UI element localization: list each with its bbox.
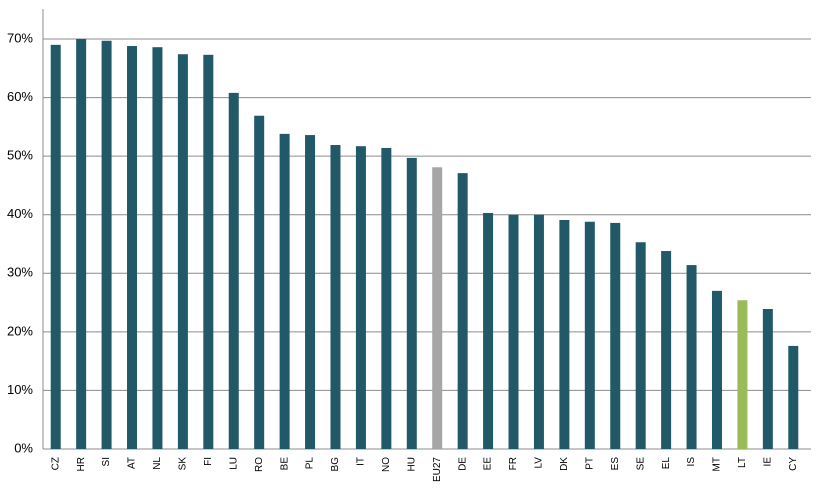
bar	[432, 167, 443, 449]
x-tick-label: HR	[76, 457, 87, 471]
bar	[127, 46, 138, 450]
bar	[711, 290, 722, 449]
x-tick-label: NO	[381, 457, 392, 472]
y-tick-label: 10%	[7, 382, 33, 397]
x-tick-label: PT	[584, 457, 595, 470]
bar	[203, 54, 214, 450]
x-tick-label: LU	[228, 457, 239, 470]
y-tick-label: 0%	[14, 440, 33, 455]
x-tick-label: PL	[305, 457, 316, 470]
bar	[788, 345, 799, 449]
x-tick-label: FR	[508, 457, 519, 470]
x-tick-label: EU27	[432, 457, 443, 482]
bar	[152, 47, 163, 449]
x-tick-label: NL	[152, 457, 163, 470]
x-tick-label: LV	[534, 457, 545, 469]
x-tick-label: BE	[279, 457, 290, 471]
x-tick-label: MT	[712, 457, 723, 471]
bar	[737, 300, 748, 449]
x-tick-label: SK	[178, 457, 189, 471]
bar	[330, 145, 341, 449]
bar	[279, 133, 290, 449]
bar	[686, 265, 697, 449]
bar	[584, 221, 595, 449]
x-tick-label: CY	[788, 457, 799, 471]
x-tick-label: BG	[330, 457, 341, 472]
bar	[559, 219, 570, 449]
bar	[355, 146, 366, 449]
x-tick-label: LT	[737, 457, 748, 468]
y-tick-label: 20%	[7, 323, 33, 338]
x-tick-label: FI	[203, 457, 214, 466]
bar	[610, 222, 621, 449]
bar	[406, 157, 417, 449]
x-tick-label: AT	[127, 457, 138, 469]
y-tick-label: 30%	[7, 265, 33, 280]
x-tick-label: DE	[457, 457, 468, 471]
bar	[381, 147, 392, 449]
x-tick-label: HU	[406, 457, 417, 471]
y-tick-label: 70%	[7, 30, 33, 45]
bar	[661, 251, 672, 449]
x-tick-label: DK	[559, 457, 570, 471]
bar	[508, 214, 519, 449]
bar	[533, 214, 544, 449]
x-tick-label: EL	[661, 457, 672, 470]
x-tick-label: IT	[356, 457, 367, 466]
bar	[228, 92, 239, 449]
y-tick-label: 60%	[7, 89, 33, 104]
x-tick-label: EE	[483, 457, 494, 471]
bar	[457, 173, 468, 449]
bar	[50, 44, 61, 449]
x-tick-label: SI	[101, 457, 112, 466]
x-tick-label: IE	[762, 457, 773, 467]
bar	[635, 242, 646, 449]
x-tick-label: ES	[610, 457, 621, 471]
bar	[305, 135, 316, 450]
bar	[762, 309, 773, 449]
bar	[76, 39, 87, 449]
x-tick-label: IS	[686, 457, 697, 467]
y-tick-label: 50%	[7, 148, 33, 163]
bar	[254, 115, 265, 449]
y-tick-label: 40%	[7, 206, 33, 221]
x-tick-label: CZ	[50, 457, 61, 470]
bar	[177, 54, 188, 449]
bar	[101, 40, 112, 449]
x-tick-label: SE	[635, 457, 646, 471]
bar	[483, 212, 494, 449]
x-tick-label: RO	[254, 457, 265, 472]
